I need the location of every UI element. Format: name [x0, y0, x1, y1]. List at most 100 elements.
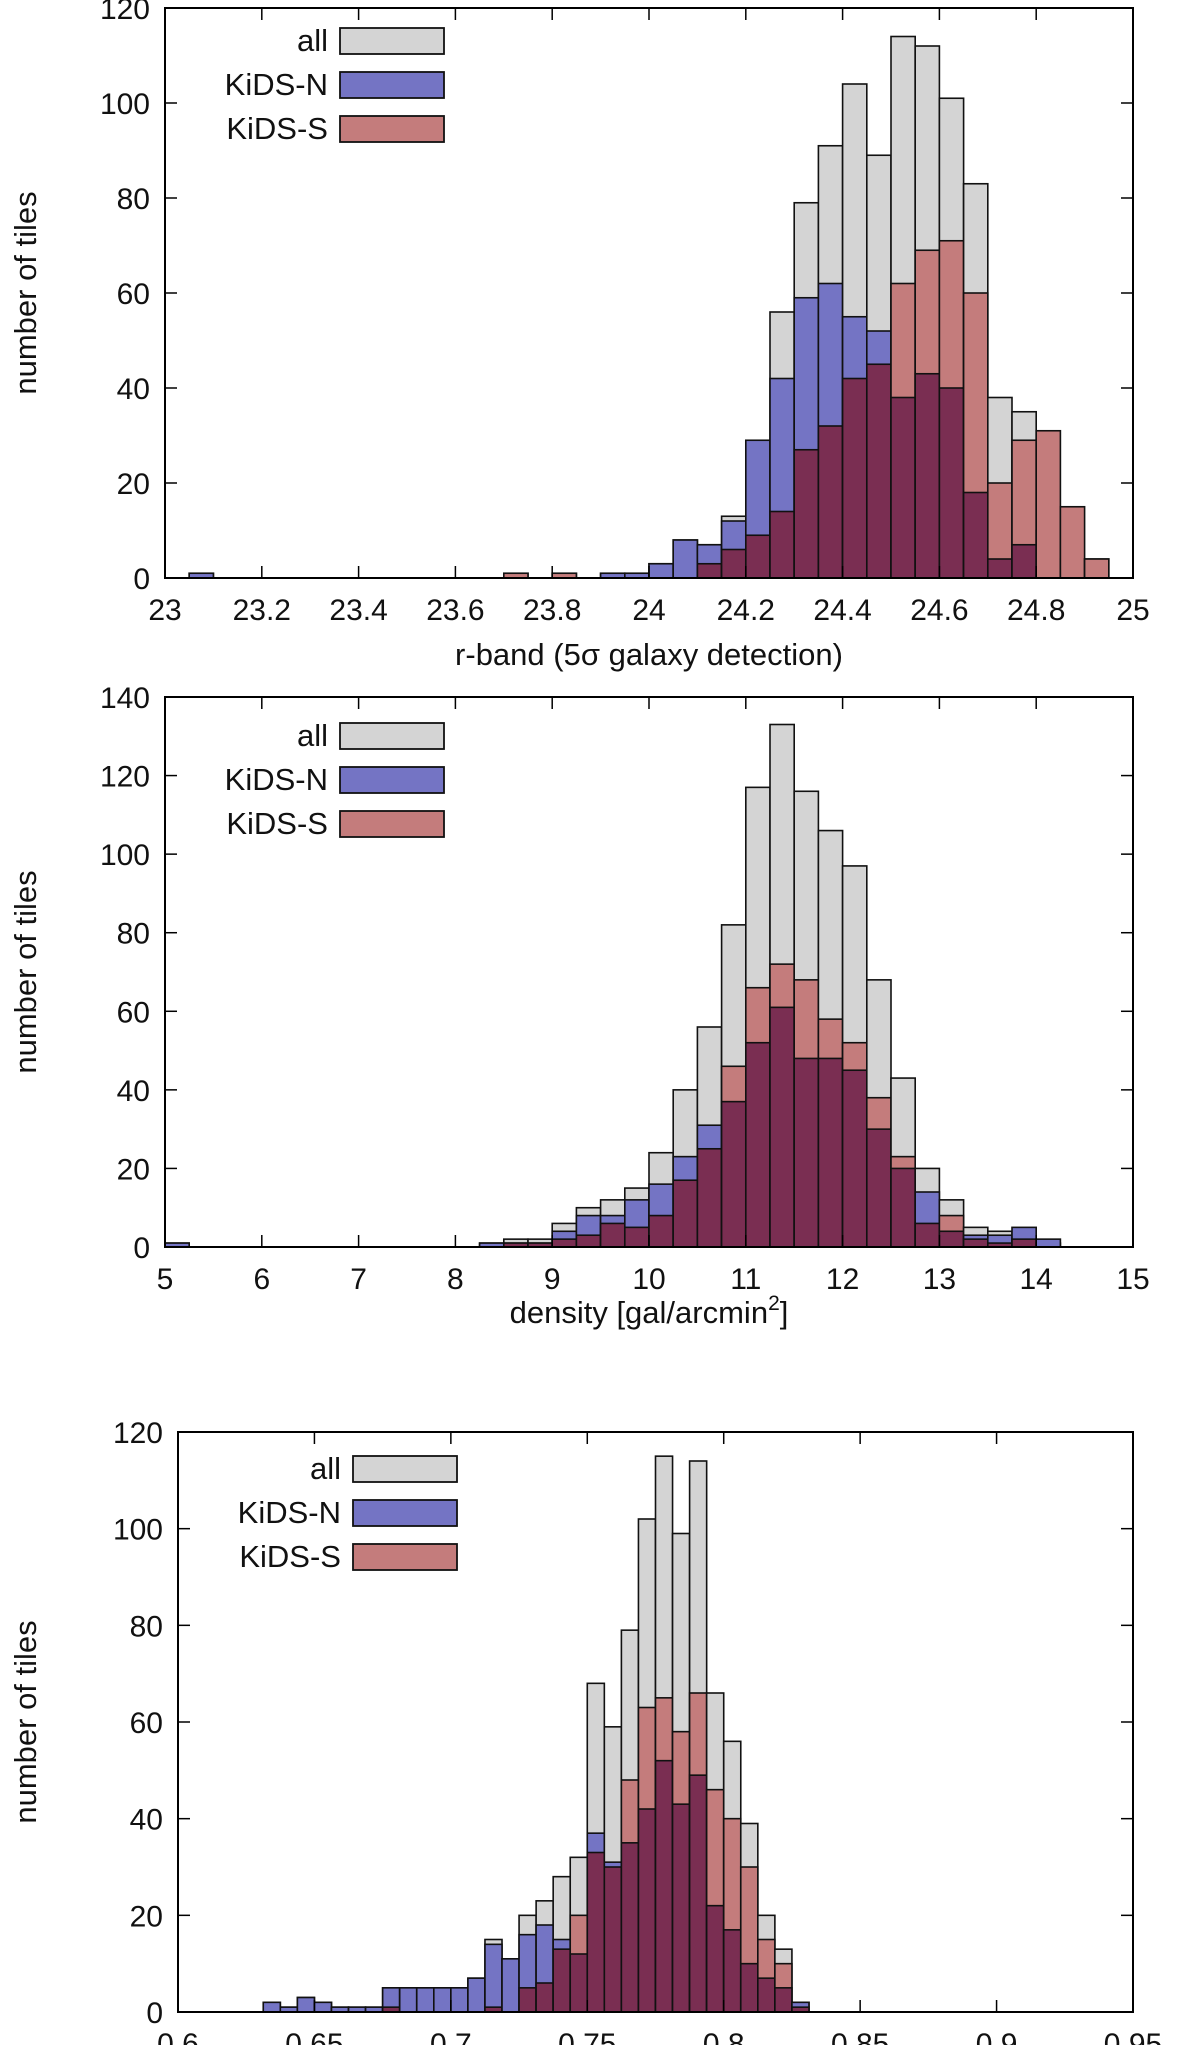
bar-kids-s — [696, 1147, 723, 1248]
bar-kids-s — [696, 562, 723, 579]
y-tick-label: 120 — [113, 1417, 163, 1450]
legend-label: all — [310, 1451, 341, 1486]
bar-kids-s — [648, 1214, 675, 1248]
y-tick-label: 60 — [130, 1707, 163, 1740]
legend-swatch — [352, 1455, 458, 1483]
y-tick-label: 60 — [117, 996, 150, 1029]
x-axis-label-main: density [gal/arcmin — [510, 1295, 768, 1330]
bar-kids-s — [865, 363, 892, 579]
bar-kids-n — [865, 1128, 892, 1248]
x-tick-label: 23 — [148, 594, 181, 627]
bar-kids-n — [648, 562, 675, 579]
bar-kids-n — [484, 1943, 503, 2013]
bar-kids-n — [313, 2001, 333, 2013]
y-tick-label: 0 — [146, 1997, 163, 2030]
y-tick-label: 20 — [130, 1900, 163, 1933]
x-tick-label: 14 — [1020, 1263, 1053, 1296]
y-tick-label: 40 — [130, 1804, 163, 1837]
y-tick-label: 0 — [133, 1232, 150, 1265]
bar-kids-s — [817, 425, 844, 579]
legend-label: all — [297, 23, 328, 58]
bar-kids-s — [552, 1948, 572, 2013]
bar-kids-n — [671, 1803, 691, 2013]
x-axis-label: density [gal/arcmin2] — [510, 1292, 789, 1330]
bar-kids-n — [672, 539, 699, 579]
bar-kids-n — [774, 1987, 793, 2013]
bar-kids-n — [841, 1069, 868, 1248]
x-tick-label: 11 — [730, 1263, 761, 1296]
legend-swatch — [352, 1543, 458, 1571]
legend: all KiDS-N KiDS-S — [225, 718, 445, 841]
y-tick-label: 80 — [117, 183, 150, 216]
bar-kids-s — [841, 377, 868, 579]
legend-label: KiDS-N — [238, 1495, 341, 1530]
legend-swatch — [339, 722, 445, 750]
legend-label: all — [297, 718, 328, 753]
x-tick-label: 23.4 — [329, 594, 387, 627]
bar-kids-n — [744, 1041, 771, 1248]
y-tick-label: 120 — [100, 761, 150, 794]
bar-kids-n — [262, 2001, 282, 2013]
y-tick-label: 40 — [117, 1075, 150, 1108]
bar-kids-s — [603, 1866, 623, 2013]
bar-kids-n — [705, 1904, 725, 2013]
bar-kids-n — [637, 1808, 657, 2013]
legend-swatch — [352, 1499, 458, 1527]
bar-kids-n — [1035, 1238, 1062, 1248]
bar-kids-s — [1035, 429, 1062, 579]
bar-kids-n — [890, 396, 917, 579]
bar-kids-n — [914, 372, 941, 579]
bar-kids-s — [1083, 558, 1110, 579]
y-tick-label: 140 — [100, 682, 150, 715]
bar-kids-s — [586, 1851, 606, 2013]
x-axis-label-sup: 2 — [768, 1292, 780, 1315]
histogram-effective-area: 0.6 0.65 0.7 0.75 0.8 0.85 0.9 0.95 0 20 40 60 80 100… — [8, 1417, 1162, 2045]
bar-kids-n — [569, 1953, 589, 2013]
bar-kids-n — [620, 1842, 640, 2013]
x-tick-label: 0.8 — [703, 2028, 745, 2045]
x-tick-label: 0.65 — [285, 2028, 343, 2045]
x-tick-label: 24.2 — [717, 594, 775, 627]
bar-kids-n — [501, 1958, 520, 2013]
bar-kids-n — [467, 1977, 486, 2013]
legend-swatch — [339, 27, 445, 55]
x-tick-label: 7 — [350, 1263, 367, 1296]
bar-kids-n — [433, 1987, 452, 2013]
y-tick-label: 20 — [117, 468, 150, 501]
legend-label: KiDS-S — [239, 1539, 341, 1574]
y-axis-label: number of tiles — [8, 191, 43, 394]
bar-kids-n — [739, 1962, 759, 2013]
x-tick-label: 0.95 — [1104, 2028, 1162, 2045]
bar-kids-s — [793, 448, 820, 579]
x-tick-label: 0.9 — [976, 2028, 1018, 2045]
legend-swatch — [339, 766, 445, 794]
legend-swatch — [339, 810, 445, 838]
y-tick-label: 20 — [117, 1153, 150, 1186]
bar-kids-n — [654, 1759, 674, 2013]
bar-kids-n — [398, 1987, 418, 2013]
bar-kids-s — [720, 548, 747, 579]
y-axis-label: number of tiles — [8, 1620, 43, 1823]
bar-kids-n — [986, 558, 1013, 579]
y-axis: 0 20 40 60 80 100 120 — [113, 1417, 1133, 2030]
bar-kids-s — [535, 1982, 554, 2013]
bar-kids-s — [575, 1234, 602, 1248]
y-tick-label: 80 — [130, 1610, 163, 1643]
bar-kids-n — [938, 1230, 965, 1248]
bar-kids-n — [450, 1987, 469, 2013]
legend-label: KiDS-N — [225, 762, 328, 797]
x-axis: 0.6 0.65 0.7 0.75 0.8 0.85 0.9 0.95 — [157, 1432, 1162, 2045]
bar-kids-s — [1059, 505, 1086, 579]
legend-label: KiDS-N — [225, 67, 328, 102]
x-tick-label: 12 — [826, 1263, 859, 1296]
y-axis: 0 20 40 60 80 100 120 140 — [100, 682, 1133, 1265]
bar-kids-s — [599, 1222, 626, 1248]
x-tick-label: 5 — [157, 1263, 174, 1296]
bar-kids-s — [962, 1238, 989, 1248]
legend-swatch — [339, 71, 445, 99]
legend: all KiDS-N KiDS-S — [225, 23, 445, 146]
x-tick-label: 0.6 — [157, 2028, 199, 2045]
y-tick-label: 60 — [117, 278, 150, 311]
x-tick-label: 13 — [923, 1263, 956, 1296]
